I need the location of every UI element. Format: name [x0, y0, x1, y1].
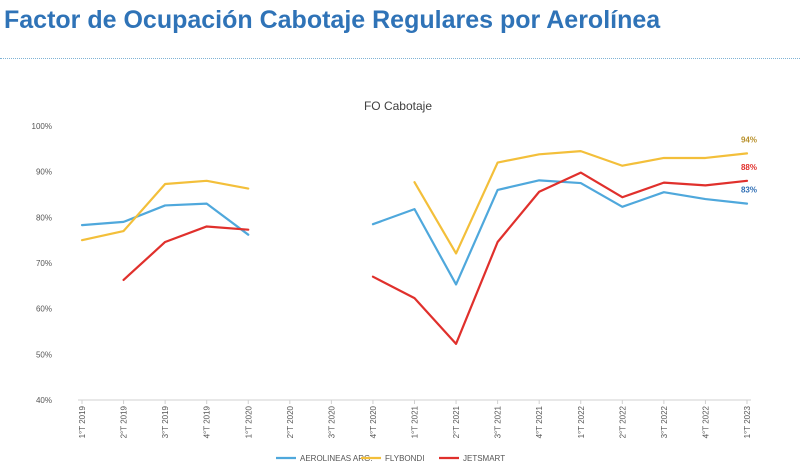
y-tick-label: 40% [36, 396, 52, 405]
x-tick-label: 2°T 2021 [452, 405, 461, 438]
legend: AEROLINEAS ARG. FLYBONDI JETSMART [276, 454, 505, 463]
legend-label-flybondi: FLYBONDI [385, 454, 424, 463]
x-tick-label: 1°T 2022 [577, 405, 586, 438]
legend-label-aerolineas-arg: AEROLINEAS ARG. [300, 454, 372, 463]
end-label-aerolineas-arg: 83% [741, 186, 757, 195]
y-tick-label: 100% [32, 122, 52, 131]
x-tick-label: 1°T 2020 [244, 405, 253, 438]
x-tick-label: 3°T 2022 [660, 405, 669, 438]
x-tick-label: 2°T 2022 [618, 405, 627, 438]
end-labels: 83% 94% 88% [741, 135, 757, 194]
end-label-flybondi: 94% [741, 135, 757, 144]
x-tick-label: 1°T 2023 [743, 405, 752, 438]
x-tick-label: 4°T 2020 [369, 405, 378, 438]
y-tick-label: 50% [36, 350, 52, 359]
y-tick-label: 70% [36, 259, 52, 268]
series-line-aerolineas-arg [371, 179, 749, 286]
y-tick-label: 90% [36, 168, 52, 177]
x-tick-label: 3°T 2020 [327, 405, 336, 438]
series-line-jetsmart [371, 171, 749, 345]
x-tick-label: 2°T 2020 [286, 405, 295, 438]
page-title: Factor de Ocupación Cabotaje Regulares p… [4, 6, 661, 34]
x-tick-label: 1°T 2021 [411, 405, 420, 438]
series-line-flybondi [413, 150, 749, 255]
x-tick-label: 1°T 2019 [78, 405, 87, 438]
series-line-jetsmart [122, 225, 250, 281]
x-tick-label: 2°T 2019 [120, 405, 129, 438]
series-lines [80, 150, 749, 345]
x-tick-label: 4°T 2021 [535, 405, 544, 438]
y-axis: 100% 90% 80% 70% 60% 50% 40% [32, 122, 52, 405]
series-line-flybondi [80, 179, 250, 242]
x-tick-label: 3°T 2019 [161, 405, 170, 438]
chart-title: FO Cabotaje [364, 99, 432, 113]
y-tick-label: 80% [36, 213, 52, 222]
title-divider [0, 58, 800, 59]
x-tick-label: 4°T 2019 [203, 405, 212, 438]
x-tick-label: 3°T 2021 [494, 405, 503, 438]
x-axis: 1°T 2019 2°T 2019 3°T 2019 4°T 2019 1°T 2020… [78, 400, 752, 438]
legend-label-jetsmart: JETSMART [463, 454, 505, 463]
series-line-aerolineas-arg [80, 202, 250, 236]
y-tick-label: 60% [36, 305, 52, 314]
x-tick-label: 4°T 2022 [701, 405, 710, 438]
end-label-jetsmart: 88% [741, 163, 757, 172]
